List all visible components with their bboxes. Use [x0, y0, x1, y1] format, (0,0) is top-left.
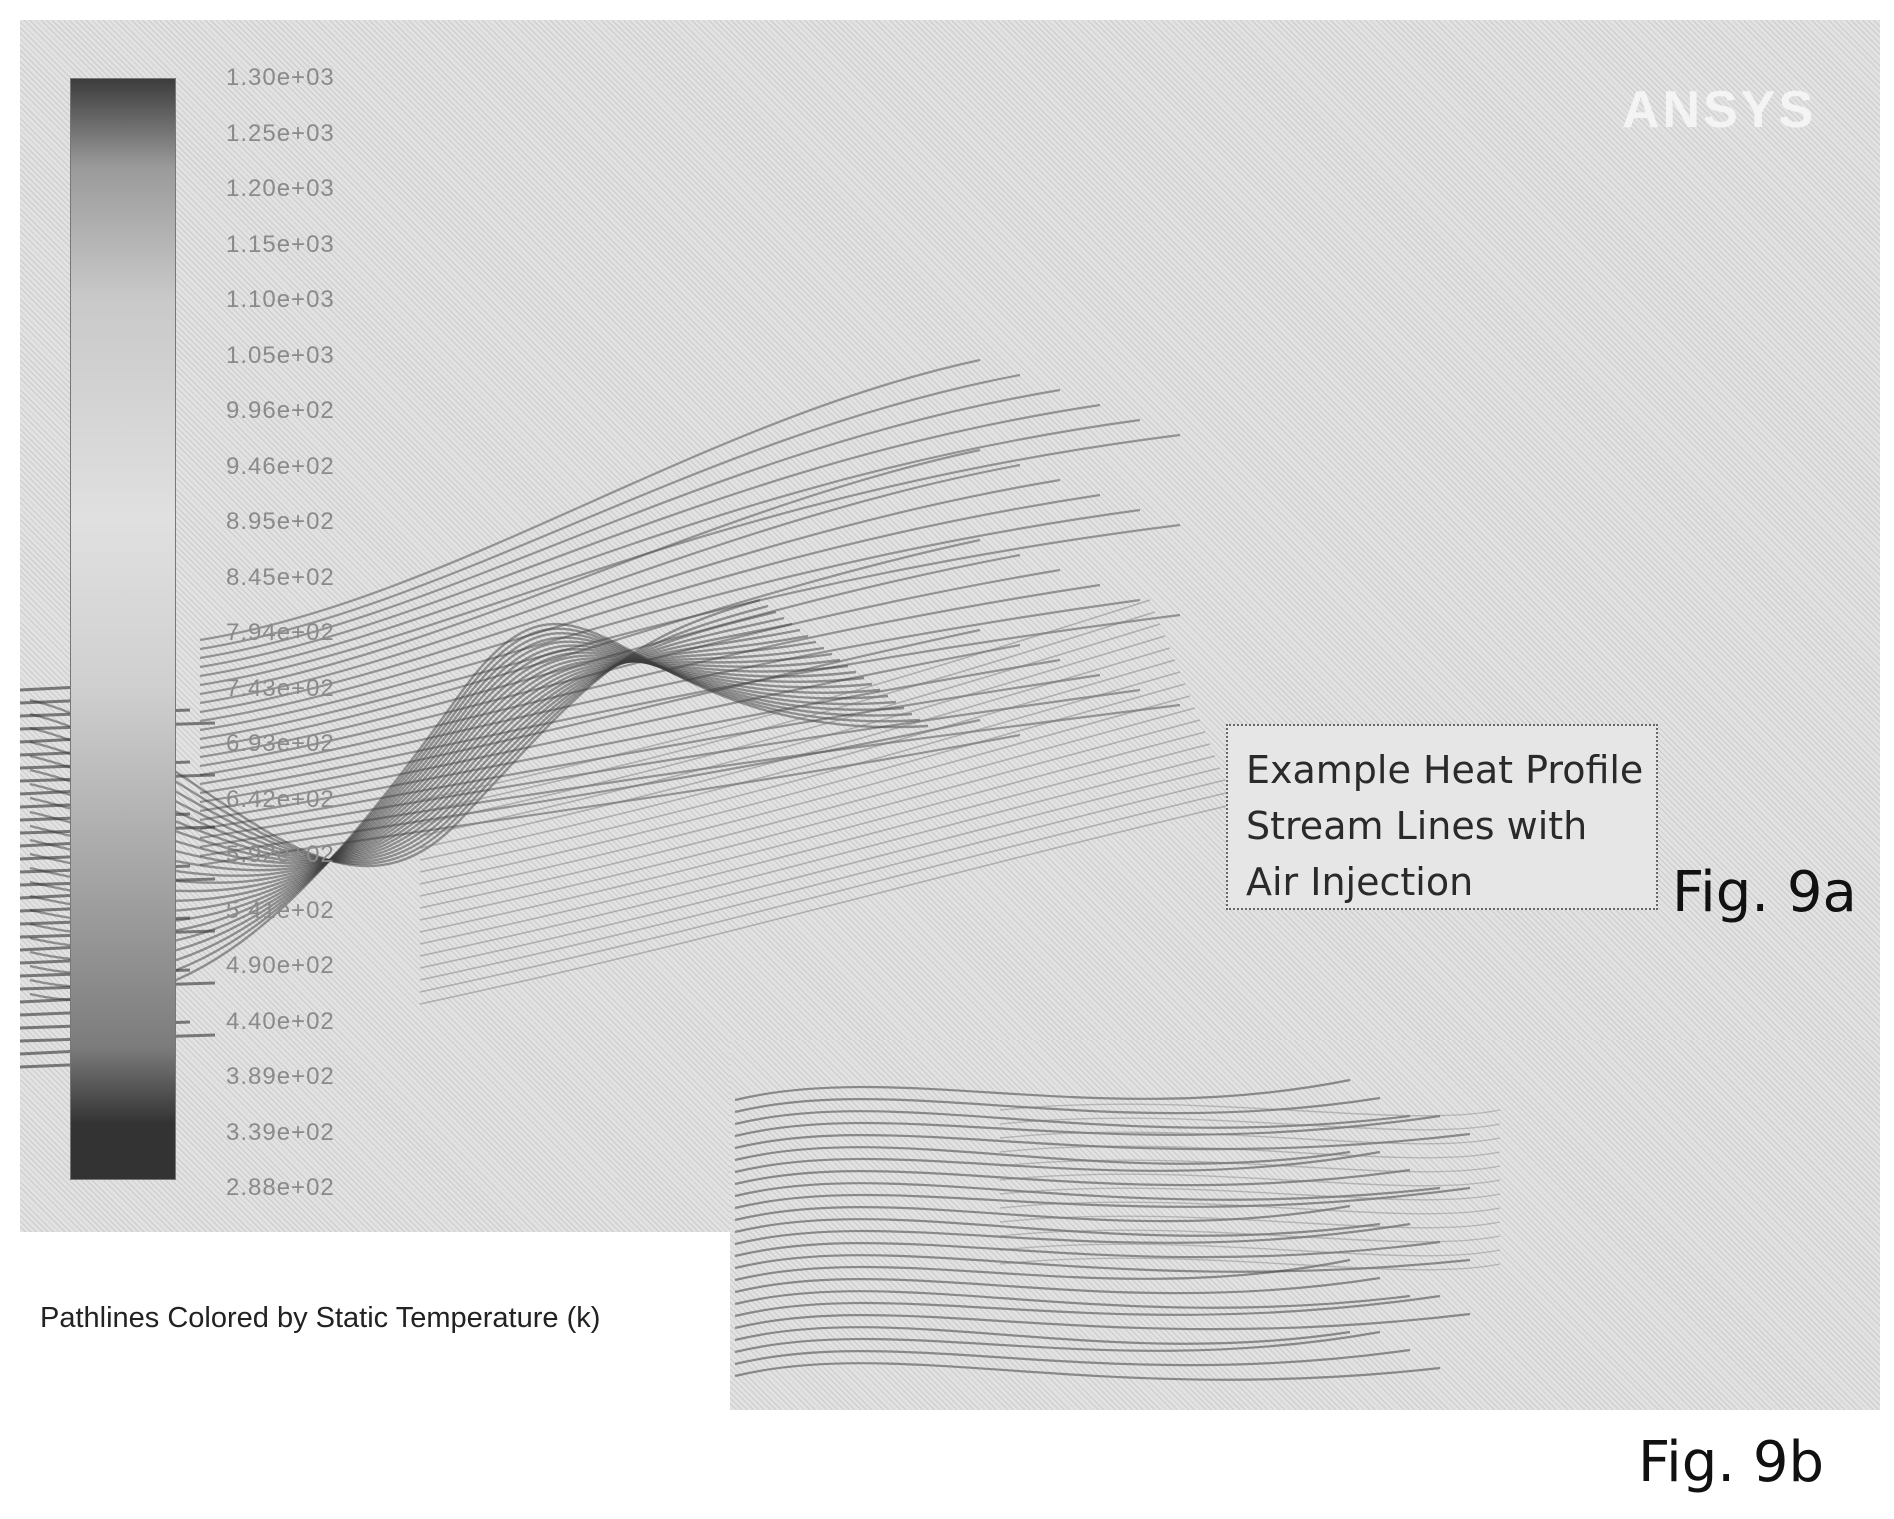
colorbar-label: 3.89e+02 — [226, 1063, 335, 1090]
annotation-box: Example Heat Profile Stream Lines with A… — [1226, 724, 1658, 910]
ansys-logo: ANSYS — [1622, 81, 1817, 139]
colorbar-label: 9.46e+02 — [226, 453, 335, 480]
colorbar-label: 9.96e+02 — [226, 397, 335, 424]
colorbar-label: 7.43e+02 — [226, 675, 335, 702]
plot-caption: Pathlines Colored by Static Temperature … — [40, 1302, 601, 1334]
colorbar-label: 5.41e+02 — [226, 897, 335, 924]
colorbar-label: 1.30e+03 — [226, 64, 335, 91]
colorbar-label: 3.39e+02 — [226, 1119, 335, 1146]
caption-area — [20, 1232, 730, 1382]
colorbar-label: 6.93e+02 — [226, 730, 335, 757]
colorbar-label: 1.05e+03 — [226, 342, 335, 369]
colorbar-label: 7.94e+02 — [226, 619, 335, 646]
colorbar-label: 2.88e+02 — [226, 1174, 335, 1201]
figure-label-9a: Fig. 9a — [1672, 860, 1857, 925]
colorbar-label: 5.92e+02 — [226, 841, 335, 868]
annotation-line: Air Injection — [1246, 860, 1474, 904]
figure-label-9b: Fig. 9b — [1638, 1430, 1825, 1495]
colorbar-label: 4.40e+02 — [226, 1008, 335, 1035]
colorbar-label: 1.15e+03 — [226, 231, 335, 258]
colorbar-label: 8.45e+02 — [226, 564, 335, 591]
colorbar-label: 1.20e+03 — [226, 175, 335, 202]
annotation-line: Stream Lines with — [1246, 804, 1588, 848]
colorbar-label: 1.10e+03 — [226, 286, 335, 313]
colorbar-label: 8.95e+02 — [226, 508, 335, 535]
pathline-plot-fig-9b — [730, 1040, 1880, 1410]
colorbar-label: 4.90e+02 — [226, 952, 335, 979]
colorbar-label: 1.25e+03 — [226, 120, 335, 147]
temperature-colorbar — [70, 78, 176, 1180]
colorbar-label: 6.42e+02 — [226, 786, 335, 813]
annotation-line: Example Heat Profile — [1246, 748, 1644, 792]
